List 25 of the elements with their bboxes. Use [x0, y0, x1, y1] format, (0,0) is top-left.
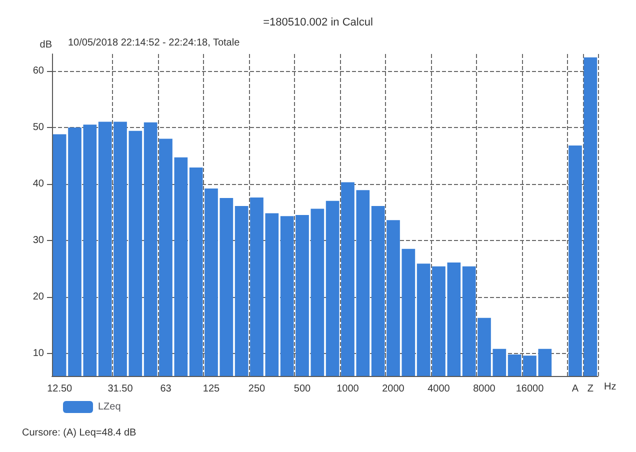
- x-tick-label: 12.50: [47, 384, 73, 394]
- legend-label: LZeq: [98, 402, 121, 412]
- text: Cursore: (A) Leq=48.4 dB: [22, 428, 137, 438]
- x-tick-label: Z: [587, 384, 594, 394]
- y-tick-label: 50: [32, 122, 44, 133]
- chart-subtitle: 10/05/2018 22:14:52 - 22:24:18, Totale: [68, 38, 240, 48]
- x-tick-label: 8000: [473, 384, 496, 394]
- y-tick-label: 40: [32, 178, 44, 190]
- x-tick-label: 500: [294, 384, 312, 394]
- y-tick-label: 60: [32, 65, 44, 76]
- x-tick-label: 31.50: [108, 384, 134, 394]
- x-tick-label: 16000: [516, 384, 544, 394]
- y-tick-label: 20: [32, 291, 44, 302]
- x-tick-label: 1000: [336, 384, 360, 394]
- y-axis-title: dB: [40, 40, 52, 50]
- chart-title: =180510.002 in Calcul: [263, 16, 373, 28]
- x-tick-label: 2000: [382, 384, 405, 394]
- y-tick-label: 30: [32, 234, 44, 246]
- x-tick-label: A: [572, 384, 579, 394]
- x-tick-label: 63: [160, 384, 172, 394]
- x-tick-label: 250: [248, 384, 266, 394]
- x-tick-label: 125: [202, 384, 220, 394]
- y-tick-label: 10: [32, 348, 44, 359]
- x-axis-title: Hz: [604, 382, 616, 392]
- x-tick-label: 4000: [428, 384, 450, 394]
